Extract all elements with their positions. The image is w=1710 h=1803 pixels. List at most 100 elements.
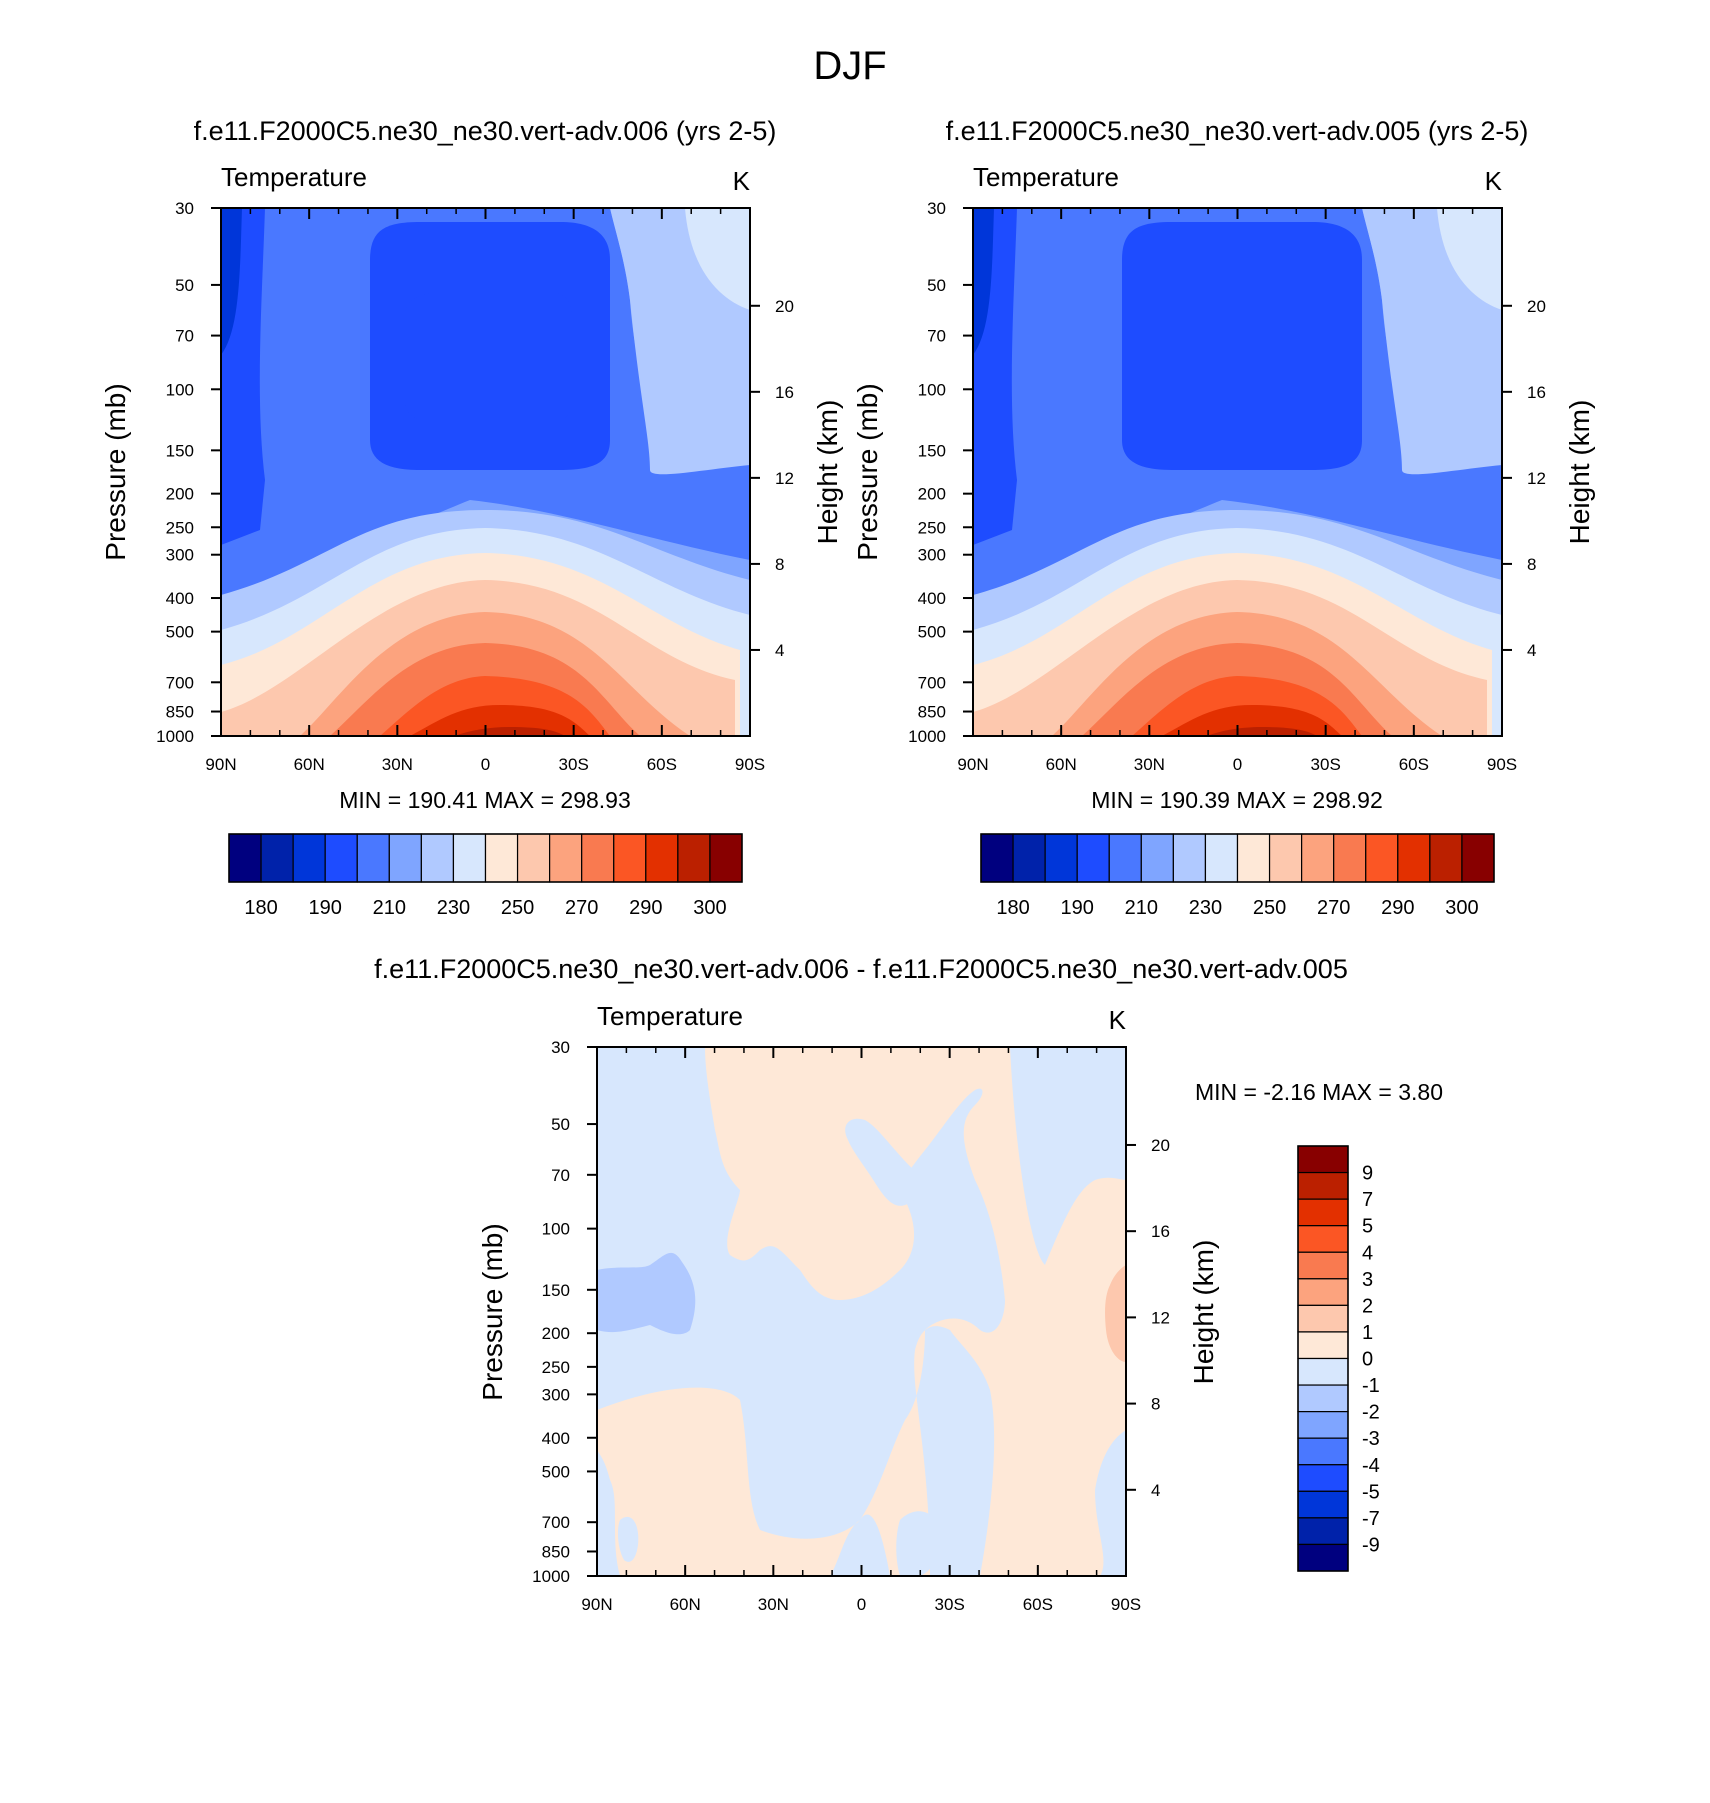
x-tick-label: 90S [735, 755, 765, 774]
y-tick-label: 100 [918, 380, 946, 399]
panel-title: f.e11.F2000C5.ne30_ne30.vert-adv.005 (yr… [946, 116, 1529, 146]
y-right-tick-label: 4 [1527, 641, 1536, 660]
x-tick-label: 30N [758, 1595, 789, 1614]
colorbar-box [1297, 1543, 1349, 1572]
panel-title: f.e11.F2000C5.ne30_ne30.vert-adv.006 - f… [374, 954, 1348, 984]
y-tick-label: 100 [166, 380, 194, 399]
y-tick-label: 70 [175, 327, 194, 346]
y-axis-right-label: Height (km) [1188, 1240, 1219, 1385]
colorbar-box [1012, 833, 1046, 883]
colorbar-box [1429, 833, 1463, 883]
contour-field [973, 208, 1502, 736]
y-tick-label: 400 [166, 589, 194, 608]
y-tick-label: 50 [927, 276, 946, 295]
colorbar-box [516, 833, 551, 883]
y-right-tick-label: 16 [1151, 1222, 1170, 1241]
colorbar-box [260, 833, 294, 883]
y-tick-label: 300 [918, 546, 946, 565]
panel-difference: f.e11.F2000C5.ne30_ne30.vert-adv.006 - f… [374, 954, 1443, 1614]
y-axis-label: Pressure (mb) [477, 1223, 508, 1400]
y-tick-label: 250 [166, 518, 194, 537]
colorbar-label: 270 [565, 897, 598, 919]
y-tick-label: 850 [542, 1542, 570, 1561]
y-tick-label: 1000 [532, 1567, 570, 1586]
colorbar-label: 270 [1317, 897, 1350, 919]
band-240 [685, 208, 750, 310]
y-right-tick-label: 4 [775, 641, 784, 660]
y-axis-right-label: Height (km) [812, 400, 843, 545]
x-tick-label: 30S [1311, 755, 1341, 774]
colorbar-label: 190 [1061, 897, 1094, 919]
pos-region-a [597, 1047, 1126, 1576]
colorbar-label: -5 [1362, 1481, 1380, 1503]
contour-field [597, 1047, 1126, 1576]
colorbar-label: 250 [501, 897, 534, 919]
y-tick-label: 70 [927, 327, 946, 346]
colorbar-box [1397, 833, 1431, 883]
y-tick-label: 200 [166, 485, 194, 504]
colorbar-box [1297, 1331, 1349, 1360]
neg-bottom-b [896, 1511, 941, 1576]
y-tick-label: 850 [166, 703, 194, 722]
neg-bottom-a [617, 1516, 639, 1562]
colorbar-label: 180 [996, 897, 1029, 919]
colorbar-label: 290 [629, 897, 662, 919]
left-string: Temperature [973, 162, 1119, 192]
y-axis-right-label: Height (km) [1564, 400, 1595, 545]
band-190 [221, 208, 242, 355]
axis-ticks: 90N 60N 30N 0 30S 60S 90S 30 50 70 100 150 200 250 300… [908, 199, 1546, 774]
colorbar-box [1301, 833, 1335, 883]
x-tick-label: 90N [581, 1595, 612, 1614]
colorbar-box [292, 833, 326, 883]
colorbar-label: 5 [1362, 1216, 1373, 1238]
y-tick-label: 1000 [908, 727, 946, 746]
band-210b [405, 292, 572, 422]
left-string: Temperature [597, 1001, 743, 1031]
panel-title: f.e11.F2000C5.ne30_ne30.vert-adv.006 (yr… [194, 116, 777, 146]
colorbar-label: 300 [693, 897, 726, 919]
x-tick-label: 0 [481, 755, 490, 774]
x-tick-label: 30S [559, 755, 589, 774]
colorbar-box [1076, 833, 1110, 883]
y-right-tick-label: 16 [1527, 383, 1546, 402]
colorbar: 180 190 210 230 250 270 290 300 [980, 833, 1495, 919]
y-right-tick-label: 12 [1527, 469, 1546, 488]
colorbar-label: 210 [1125, 897, 1158, 919]
y-right-tick-label: 12 [1151, 1308, 1170, 1327]
colorbar-box [452, 833, 487, 883]
colorbar-label: 250 [1253, 897, 1286, 919]
y-right-tick-label: 4 [1151, 1481, 1160, 1500]
colorbar-box [1297, 1490, 1349, 1519]
y-tick-label: 700 [918, 673, 946, 692]
colorbar-box [324, 833, 358, 883]
min-max: MIN = -2.16 MAX = 3.80 [1195, 1079, 1443, 1105]
y-tick-label: 50 [551, 1115, 570, 1134]
x-tick-label: 30N [1134, 755, 1165, 774]
x-tick-label: 60S [1023, 1595, 1053, 1614]
y-tick-label: 500 [166, 623, 194, 642]
main-title: DJF [813, 44, 886, 88]
colorbar-box [1297, 1225, 1349, 1253]
pos-right-edge [1105, 1265, 1126, 1362]
y-tick-label: 150 [918, 441, 946, 460]
x-tick-label: 90N [205, 755, 236, 774]
colorbar-frame [228, 833, 743, 883]
colorbar-label: -3 [1362, 1428, 1380, 1450]
y-tick-label: 850 [918, 703, 946, 722]
colorbar-label: 0 [1362, 1349, 1373, 1371]
min-max: MIN = 190.39 MAX = 298.92 [1091, 787, 1383, 813]
colorbar-label: -4 [1362, 1455, 1380, 1477]
y-right-tick-label: 16 [775, 383, 794, 402]
band-290 [410, 705, 590, 736]
y-tick-label: 500 [542, 1462, 570, 1481]
y-tick-label: 70 [551, 1166, 570, 1185]
colorbar-box [1236, 833, 1271, 883]
x-tick-label: 60S [647, 755, 677, 774]
right-string: K [1109, 1005, 1127, 1035]
y-axis-label: Pressure (mb) [852, 383, 883, 560]
colorbar-box [388, 833, 422, 883]
colorbar-box [613, 833, 647, 883]
x-tick-label: 90S [1111, 1595, 1141, 1614]
colorbar-label: -7 [1362, 1508, 1380, 1530]
colorbar-label: 210 [373, 897, 406, 919]
